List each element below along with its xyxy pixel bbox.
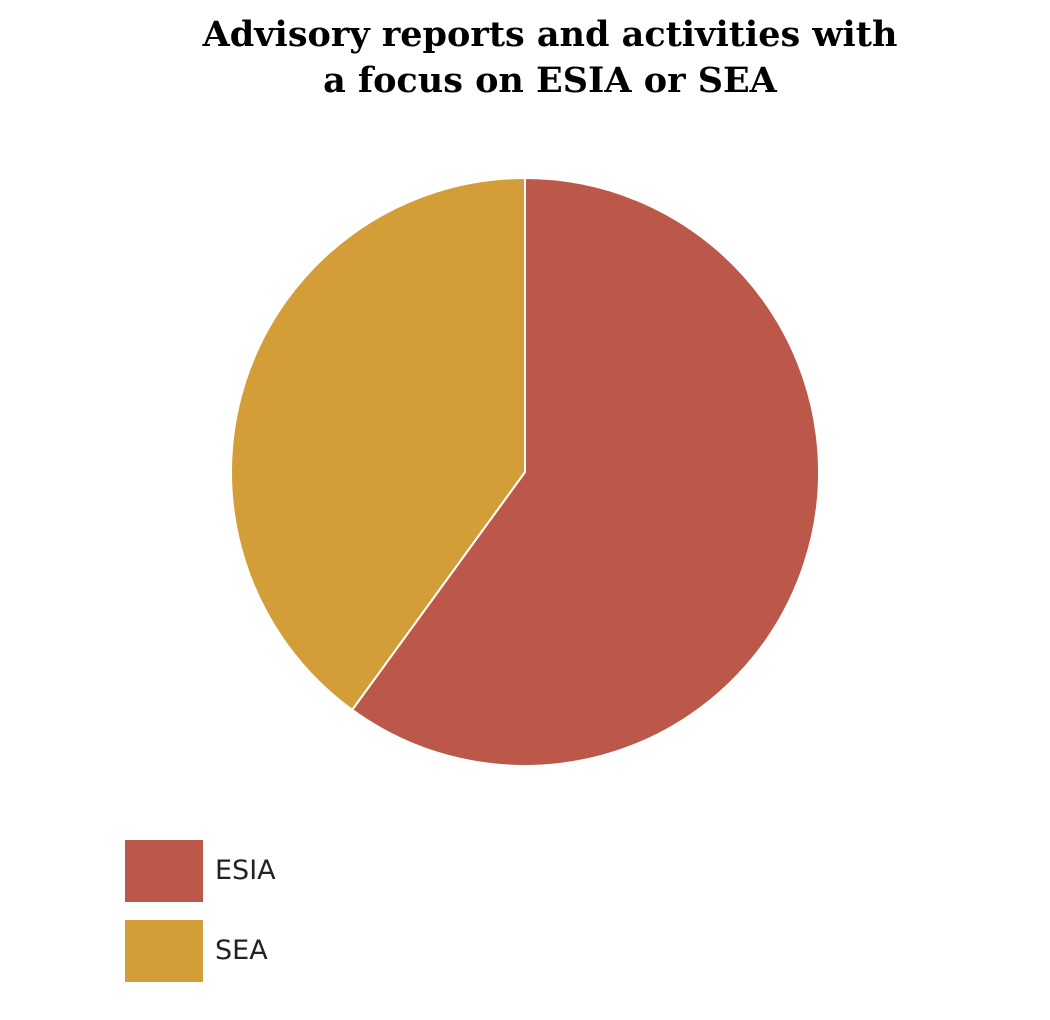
chart-title-line-1: Advisory reports and activities with bbox=[202, 14, 898, 55]
pie-slices bbox=[230, 176, 820, 767]
pie-slice-esia bbox=[350, 176, 820, 767]
pie-slice-sea bbox=[230, 176, 526, 712]
legend-label-esia: ESIA bbox=[215, 855, 276, 886]
pie-chart bbox=[230, 176, 820, 767]
legend-swatch-esia bbox=[125, 840, 203, 902]
legend-swatch-sea bbox=[125, 920, 203, 982]
chart-title: Advisory reports and activities with a f… bbox=[0, 12, 1050, 104]
legend-label-sea: SEA bbox=[215, 935, 268, 966]
chart-title-line-2: a focus on ESIA or SEA bbox=[323, 60, 777, 101]
